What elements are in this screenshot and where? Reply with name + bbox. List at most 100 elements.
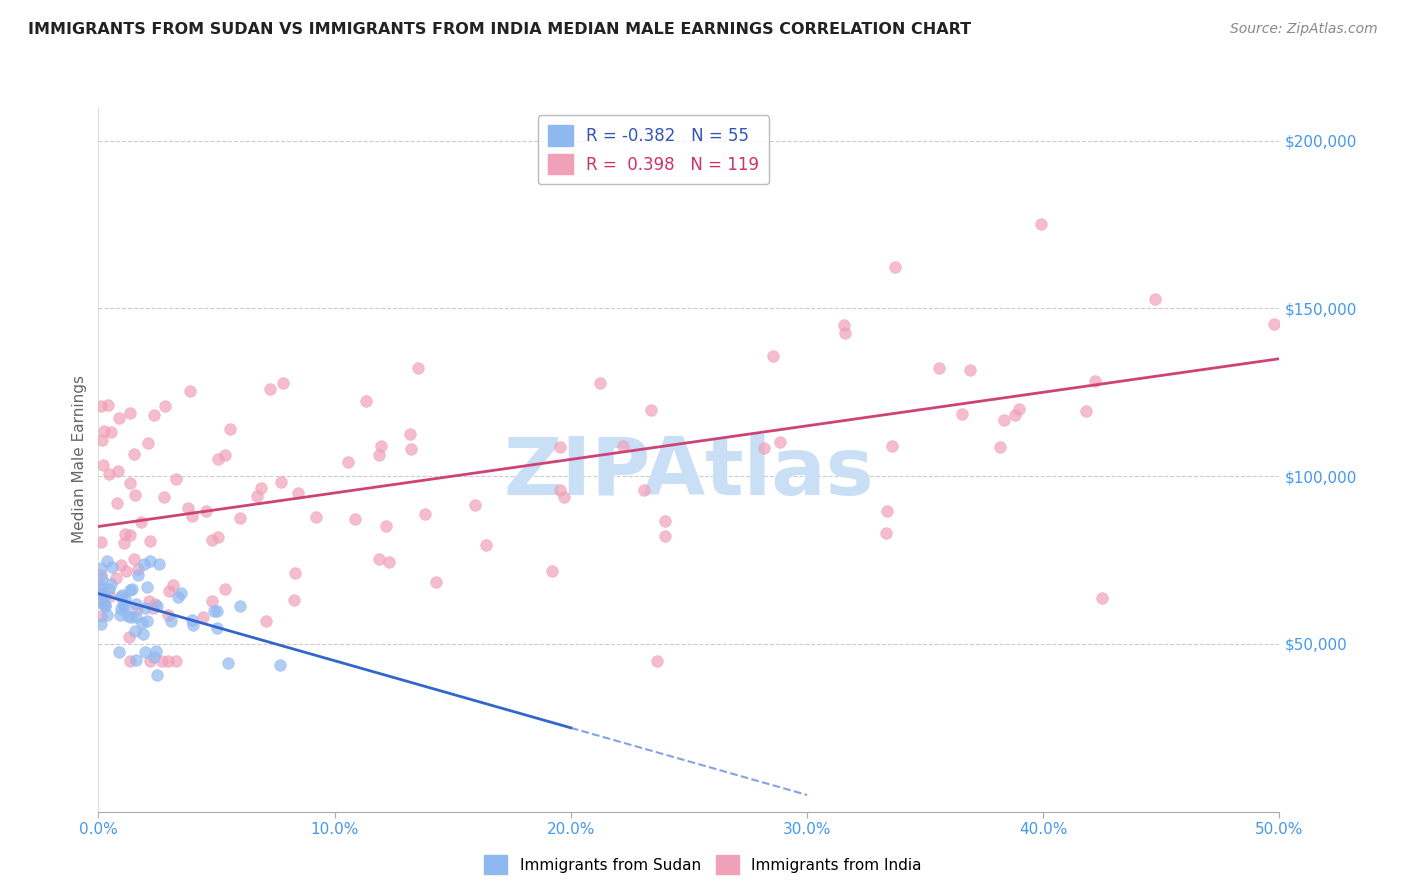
Point: [157, 654, 180, 668]
Point: [368, 448, 391, 462]
Point: [97, 398, 120, 412]
Text: Source: ZipAtlas.com: Source: ZipAtlas.com: [1230, 22, 1378, 37]
Point: [121, 582, 143, 597]
Point: [98, 582, 121, 596]
Point: [195, 504, 218, 518]
Point: [96, 608, 118, 623]
Point: [90, 580, 112, 594]
Point: [115, 564, 138, 578]
Point: [108, 645, 131, 659]
Point: [122, 551, 145, 566]
Point: [108, 608, 131, 623]
Point: [370, 439, 392, 453]
Point: [94, 589, 117, 603]
Point: [375, 518, 398, 533]
Point: [201, 533, 224, 547]
Point: [399, 427, 422, 442]
Point: [153, 490, 176, 504]
Point: [111, 598, 134, 612]
Point: [305, 510, 328, 524]
Point: [125, 653, 148, 667]
Point: [125, 610, 148, 624]
Point: [114, 591, 136, 606]
Point: [180, 613, 202, 627]
Point: [112, 535, 135, 549]
Point: [105, 571, 128, 585]
Point: [884, 260, 907, 274]
Point: [142, 650, 165, 665]
Legend: Immigrants from Sudan, Immigrants from India: Immigrants from Sudan, Immigrants from I…: [478, 849, 928, 880]
Point: [160, 614, 183, 628]
Point: [165, 473, 187, 487]
Point: [124, 488, 146, 502]
Point: [191, 610, 214, 624]
Point: [139, 554, 162, 568]
Y-axis label: Median Male Earnings: Median Male Earnings: [72, 376, 87, 543]
Point: [401, 442, 423, 456]
Point: [91, 433, 114, 447]
Point: [122, 447, 145, 461]
Point: [654, 529, 676, 543]
Point: [259, 382, 281, 396]
Point: [134, 600, 156, 615]
Point: [150, 654, 173, 668]
Point: [425, 574, 447, 589]
Point: [589, 376, 612, 390]
Point: [136, 436, 159, 450]
Point: [170, 585, 193, 599]
Point: [1084, 374, 1107, 388]
Point: [90, 535, 112, 549]
Point: [287, 486, 309, 500]
Point: [271, 376, 294, 391]
Point: [229, 510, 252, 524]
Point: [148, 557, 170, 571]
Point: [254, 614, 277, 628]
Point: [834, 326, 856, 340]
Point: [117, 608, 139, 623]
Point: [959, 363, 981, 377]
Point: [107, 464, 129, 478]
Point: [90, 609, 112, 624]
Point: [98, 467, 121, 481]
Point: [118, 475, 141, 490]
Point: [132, 627, 155, 641]
Legend: R = -0.382   N = 55, R =  0.398   N = 119: R = -0.382 N = 55, R = 0.398 N = 119: [538, 115, 769, 185]
Point: [180, 508, 202, 523]
Point: [1008, 401, 1031, 416]
Point: [217, 657, 239, 671]
Point: [548, 441, 571, 455]
Point: [120, 406, 142, 420]
Point: [181, 617, 204, 632]
Point: [143, 597, 166, 611]
Point: [107, 410, 129, 425]
Point: [875, 525, 897, 540]
Point: [153, 399, 176, 413]
Point: [91, 572, 114, 586]
Point: [762, 349, 785, 363]
Point: [832, 318, 855, 332]
Point: [177, 501, 200, 516]
Point: [157, 583, 180, 598]
Point: [367, 552, 389, 566]
Point: [205, 604, 228, 618]
Point: [120, 610, 142, 624]
Point: [464, 498, 486, 512]
Point: [270, 475, 292, 490]
Point: [101, 560, 124, 574]
Point: [283, 593, 305, 607]
Point: [145, 643, 167, 657]
Point: [1031, 217, 1053, 231]
Point: [162, 578, 184, 592]
Point: [250, 481, 273, 495]
Point: [205, 621, 228, 635]
Point: [540, 564, 562, 578]
Point: [207, 530, 229, 544]
Point: [131, 615, 153, 630]
Point: [269, 657, 291, 672]
Point: [105, 496, 128, 510]
Point: [343, 512, 366, 526]
Point: [136, 580, 159, 594]
Point: [378, 555, 401, 569]
Point: [1091, 591, 1114, 606]
Point: [91, 596, 114, 610]
